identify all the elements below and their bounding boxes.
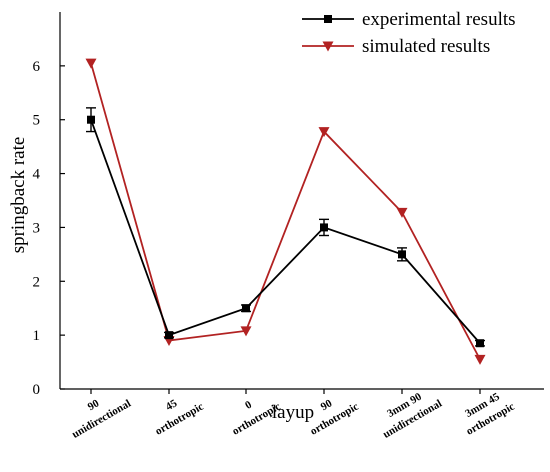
data-point [87, 115, 95, 124]
x-category-top: 0 [243, 399, 254, 412]
legend-marker [322, 41, 334, 52]
x-category-bottom: unidirectional [70, 398, 133, 441]
y-tick-label: 6 [33, 59, 41, 75]
y-tick-label: 1 [33, 328, 41, 344]
series-layer [85, 58, 486, 365]
x-category-bottom: orthotropic [153, 401, 205, 438]
x-category-top: 90 [86, 397, 102, 413]
x-category-top: 45 [164, 397, 180, 413]
data-point [318, 127, 330, 138]
x-axis-title: layup [272, 402, 314, 423]
data-point [320, 223, 328, 232]
data-point [474, 354, 486, 365]
data-point [242, 304, 250, 313]
legend-marker [324, 15, 332, 23]
x-category-top: 90 [319, 397, 335, 413]
legend-label: experimental results [362, 9, 516, 30]
axes [59, 12, 544, 390]
legend-label: simulated results [362, 36, 490, 57]
data-point [398, 250, 406, 259]
y-tick-label: 0 [33, 382, 41, 398]
series-line [90, 119, 481, 344]
x-category-bottom: orthotropic [308, 401, 360, 438]
data-point [476, 339, 484, 348]
data-point [85, 58, 97, 69]
data-point [165, 331, 173, 340]
y-tick-label: 4 [33, 167, 41, 183]
legend: experimental results simulated results [302, 9, 516, 57]
series-experimental [86, 107, 485, 348]
data-point [240, 326, 252, 337]
y-tick-label: 2 [33, 274, 41, 290]
series-line [90, 62, 481, 360]
data-point [396, 207, 408, 218]
y-axis-title: springback rate [8, 137, 29, 254]
y-tick-label: 5 [33, 113, 41, 129]
y-ticks: 0 1 2 3 4 5 6 [33, 59, 65, 398]
series-simulated [85, 58, 486, 365]
y-tick-label: 3 [33, 220, 41, 236]
